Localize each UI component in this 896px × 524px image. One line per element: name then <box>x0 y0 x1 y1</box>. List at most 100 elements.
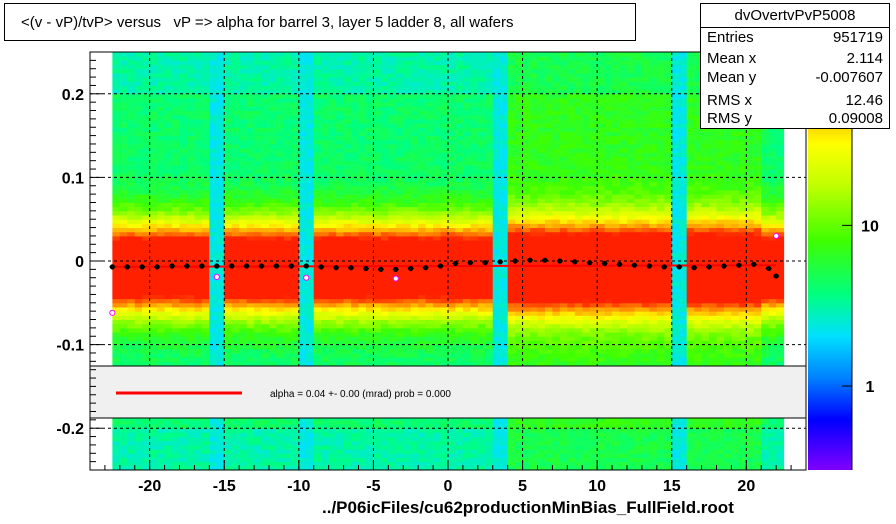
heatmap-cell <box>328 106 337 112</box>
heatmap-cell <box>134 223 143 229</box>
heatmap-cell <box>418 77 427 82</box>
heatmap-cell <box>283 444 292 450</box>
heatmap-cell <box>433 177 442 183</box>
heatmap-cell <box>209 336 218 341</box>
heatmap-cell <box>149 311 158 316</box>
heatmap-cell <box>112 240 121 245</box>
heatmap-cell <box>194 206 203 212</box>
heatmap-cell <box>336 424 345 429</box>
heatmap-cell <box>224 306 233 312</box>
heatmap-cell <box>336 97 345 103</box>
heatmap-cell <box>373 156 382 162</box>
heatmap-cell <box>127 306 136 312</box>
heatmap-cell <box>448 457 456 463</box>
heatmap-cell <box>477 302 486 308</box>
heatmap-cell <box>380 143 389 149</box>
heatmap-cell <box>306 273 315 279</box>
heatmap-cell <box>321 143 330 149</box>
heatmap-cell <box>119 123 128 128</box>
heatmap-cell <box>448 290 456 295</box>
heatmap-cell <box>119 219 128 224</box>
heatmap-cell <box>186 344 195 350</box>
heatmap-cell <box>477 97 486 103</box>
heatmap-cell <box>283 348 292 354</box>
heatmap-cell <box>149 252 158 258</box>
heatmap-cell <box>239 436 248 442</box>
heatmap-cell <box>351 273 359 279</box>
heatmap-cell <box>418 106 427 112</box>
heatmap-cell <box>172 77 180 82</box>
heatmap-cell <box>119 336 128 341</box>
heatmap-cell <box>224 219 233 224</box>
heatmap-cell <box>127 189 136 195</box>
heatmap-cell <box>298 156 307 162</box>
heatmap-cell <box>351 315 359 321</box>
heatmap-cell <box>470 215 479 220</box>
heatmap-cell <box>201 357 210 362</box>
heatmap-cell <box>269 306 277 312</box>
heatmap-cell <box>395 424 404 429</box>
heatmap-cell <box>343 294 352 300</box>
heatmap-cell <box>365 449 374 454</box>
heatmap-cell <box>410 348 419 354</box>
heatmap-cell <box>418 461 427 467</box>
heatmap-cell <box>433 110 442 116</box>
heatmap-cell <box>365 106 374 112</box>
heatmap-cell <box>313 181 322 187</box>
heatmap-cell <box>336 177 345 183</box>
heatmap-cell <box>157 319 166 325</box>
heatmap-cell <box>254 219 263 224</box>
heatmap-cell <box>134 269 143 275</box>
heatmap-cell <box>470 248 479 254</box>
heatmap-cell <box>358 461 367 467</box>
heatmap-cell <box>440 286 449 291</box>
heatmap-cell <box>186 248 195 254</box>
heatmap-cell <box>365 252 374 258</box>
heatmap-cell <box>351 185 359 191</box>
heatmap-cell <box>336 277 345 283</box>
heatmap-cell <box>336 436 345 442</box>
heatmap-cell <box>380 181 389 187</box>
heatmap-cell <box>216 97 225 103</box>
heatmap-cell <box>380 173 389 178</box>
heatmap-cell <box>440 315 449 321</box>
heatmap-cell <box>239 419 248 425</box>
heatmap-cell <box>283 357 292 362</box>
heatmap-cell <box>157 85 166 91</box>
heatmap-cell <box>224 56 233 61</box>
heatmap-cell <box>119 248 128 254</box>
heatmap-cell <box>395 428 404 433</box>
heatmap-cell <box>440 102 449 107</box>
heatmap-cell <box>186 269 195 275</box>
heatmap-cell <box>119 315 128 321</box>
heatmap-cell <box>119 252 128 258</box>
heatmap-cell <box>462 252 471 258</box>
heatmap-cell <box>388 177 397 183</box>
heatmap-cell <box>261 273 270 279</box>
heatmap-cell <box>298 252 307 258</box>
heatmap-cell <box>186 273 195 279</box>
heatmap-cell <box>224 169 233 174</box>
heatmap-cell <box>291 223 300 229</box>
heatmap-cell <box>209 261 218 266</box>
heatmap-cell <box>388 311 397 316</box>
heatmap-cell <box>336 181 345 187</box>
heatmap-cell <box>283 352 292 358</box>
heatmap-cell <box>119 361 128 366</box>
heatmap-cell <box>425 277 434 283</box>
heatmap-cell <box>127 311 136 316</box>
heatmap-cell <box>291 77 300 82</box>
heatmap-cell <box>388 290 397 295</box>
heatmap-cell <box>231 93 240 99</box>
heatmap-cell <box>283 56 292 61</box>
heatmap-cell <box>157 102 166 107</box>
heatmap-cell <box>201 261 210 266</box>
heatmap-cell <box>112 215 121 220</box>
heatmap-cell <box>440 202 449 208</box>
heatmap-cell <box>224 361 233 366</box>
heatmap-cell <box>216 164 225 170</box>
heatmap-cell <box>254 432 263 438</box>
heatmap-cell <box>254 298 263 304</box>
heatmap-cell <box>172 97 180 103</box>
heatmap-cell <box>149 93 158 99</box>
